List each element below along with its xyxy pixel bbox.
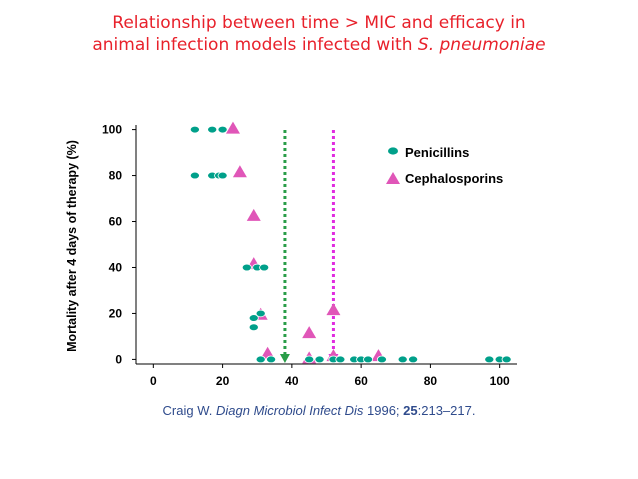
y-tick-label: 40: [109, 260, 123, 274]
chart-axes: 0 20 40 60 80 100 0 20 40 60 80 100: [102, 123, 517, 388]
y-tick-label: 80: [109, 169, 123, 183]
penicillin-point: [335, 355, 346, 364]
x-tick-label: 80: [424, 374, 438, 388]
penicillin-point: [259, 263, 270, 272]
y-tick-label: 20: [109, 306, 123, 320]
penicillin-point: [363, 355, 374, 364]
cephalosporin-point: [246, 208, 261, 221]
threshold-arrow-1: [279, 354, 290, 363]
penicillin-point: [397, 355, 408, 364]
y-tick-label: 0: [115, 352, 122, 366]
x-tick-label: 60: [354, 374, 368, 388]
data-points: [189, 121, 512, 364]
chart-title: Relationship between time > MIC and effi…: [0, 12, 638, 56]
penicillin-point: [217, 171, 228, 180]
y-tick-label: 100: [102, 123, 122, 137]
penicillin-point: [501, 355, 512, 364]
citation-year: 1996;: [363, 403, 404, 418]
penicillin-point: [408, 355, 419, 364]
penicillin-point: [241, 263, 252, 272]
legend-penicillin-label: Penicillins: [405, 145, 469, 160]
penicillin-point: [255, 309, 266, 318]
x-tick-label: 40: [285, 374, 299, 388]
penicillin-point: [304, 355, 315, 364]
x-tick-label: 20: [216, 374, 230, 388]
cephalosporin-point: [302, 326, 317, 339]
legend-cephalosporin-label: Cephalosporins: [405, 171, 503, 186]
penicillin-point: [189, 125, 200, 134]
title-organism: S. pneumoniae: [417, 35, 546, 55]
citation-journal: Diagn Microbiol Infect Dis: [216, 403, 364, 418]
y-axis-label: Mortality after 4 days of therapy (%): [65, 140, 79, 352]
cephalosporin-point: [232, 165, 247, 178]
citation-volume: 25: [403, 403, 418, 418]
penicillin-point: [207, 125, 218, 134]
citation-pages: :213–217.: [417, 403, 476, 418]
citation: Craig W. Diagn Microbiol Infect Dis 1996…: [0, 403, 638, 418]
cephalosporin-point: [326, 303, 341, 316]
title-line-2: animal infection models infected with S.…: [0, 34, 638, 56]
penicillin-point: [189, 171, 200, 180]
penicillin-point: [248, 314, 259, 322]
penicillin-point: [314, 355, 325, 364]
title-line-2-prefix: animal infection models infected with: [92, 35, 418, 55]
legend-cephalosporin-marker: [386, 172, 400, 184]
penicillin-point: [484, 355, 495, 364]
x-tick-label: 100: [490, 374, 510, 388]
legend-penicillin-marker: [388, 147, 398, 155]
penicillin-point: [266, 355, 277, 364]
citation-author: Craig W.: [162, 403, 216, 418]
penicillin-point: [376, 355, 387, 364]
legend: Penicillins Cephalosporins: [386, 145, 503, 186]
penicillin-point: [255, 355, 266, 364]
cephalosporin-point: [225, 121, 240, 134]
title-line-1: Relationship between time > MIC and effi…: [112, 13, 526, 33]
penicillin-point: [217, 125, 228, 134]
penicillin-point: [248, 323, 259, 332]
y-tick-label: 60: [109, 215, 123, 229]
x-tick-label: 0: [150, 374, 157, 388]
